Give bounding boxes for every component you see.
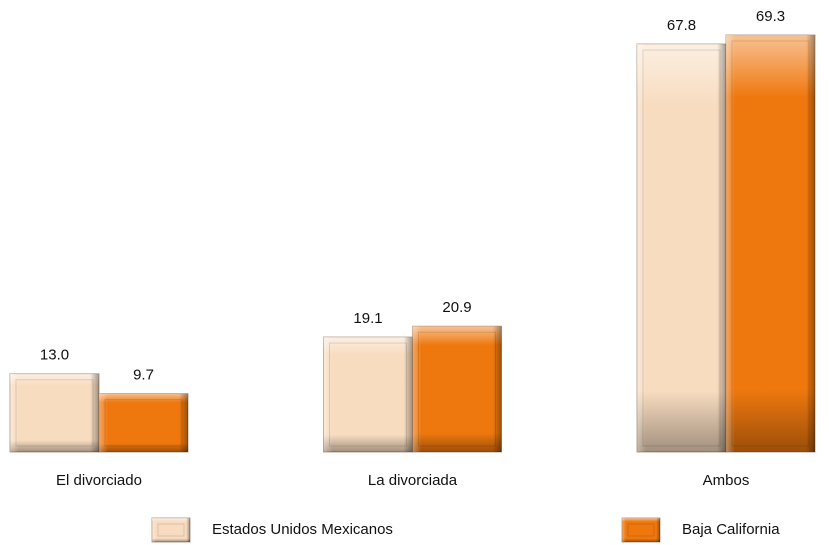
bar-bevel bbox=[418, 331, 496, 447]
value-label: 9.7 bbox=[133, 367, 154, 384]
value-label: 20.9 bbox=[442, 299, 471, 316]
bar-bevel bbox=[104, 399, 183, 447]
bar-bevel bbox=[731, 40, 810, 447]
legend-label: Baja California bbox=[682, 521, 780, 538]
x-tick-label: El divorciado bbox=[56, 472, 142, 489]
bar-bevel bbox=[329, 342, 407, 447]
bar-bevel bbox=[15, 379, 94, 447]
value-label: 67.8 bbox=[667, 17, 696, 34]
x-tick-label: Ambos bbox=[703, 472, 750, 489]
bar-bevel bbox=[642, 49, 721, 447]
legend-label: Estados Unidos Mexicanos bbox=[212, 521, 393, 538]
bar bbox=[98, 393, 189, 453]
bar bbox=[323, 336, 413, 453]
value-label: 13.0 bbox=[40, 347, 69, 364]
bar bbox=[636, 43, 727, 453]
bar-bevel bbox=[627, 523, 655, 537]
bar bbox=[725, 34, 816, 453]
bar bbox=[9, 373, 100, 453]
bar-bevel bbox=[157, 523, 185, 537]
bar bbox=[412, 325, 502, 453]
x-tick-label: La divorciada bbox=[368, 472, 458, 489]
value-label: 69.3 bbox=[756, 8, 785, 25]
value-label: 19.1 bbox=[353, 310, 382, 327]
